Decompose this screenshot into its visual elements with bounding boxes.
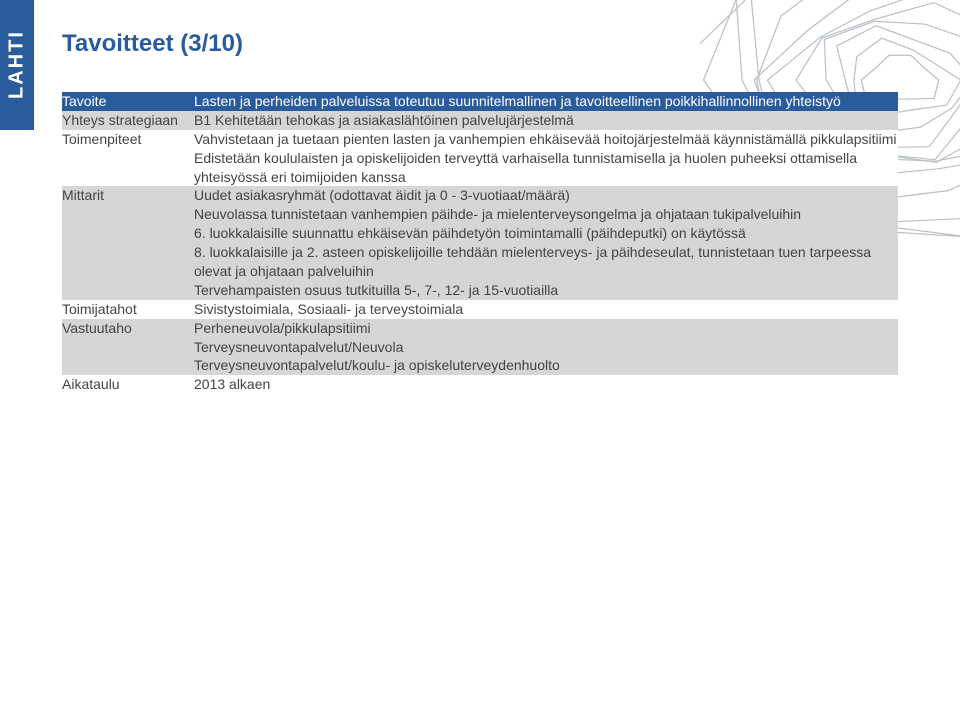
row-label: Tavoite: [62, 92, 194, 111]
row-body: Vahvistetaan ja tuetaan pienten lasten j…: [194, 130, 898, 187]
table-row: TavoiteLasten ja perheiden palveluissa t…: [62, 92, 898, 111]
row-body: Lasten ja perheiden palveluissa toteutuu…: [194, 92, 898, 111]
row-label: Aikataulu: [62, 375, 194, 394]
table-row: ToimijatahotSivistystoimiala, Sosiaali- …: [62, 300, 898, 319]
table-row: Yhteys strategiaanB1 Kehitetään tehokas …: [62, 111, 898, 130]
row-label: Toimijatahot: [62, 300, 194, 319]
row-body: 2013 alkaen: [194, 375, 898, 394]
brand-logo: LAHTI: [0, 0, 34, 130]
table-row: MittaritUudet asiakasryhmät (odottavat ä…: [62, 186, 898, 299]
table-row: Aikataulu2013 alkaen: [62, 375, 898, 394]
row-body: B1 Kehitetään tehokas ja asiakaslähtöine…: [194, 111, 898, 130]
goals-table: TavoiteLasten ja perheiden palveluissa t…: [62, 92, 898, 394]
page-title: Tavoitteet (3/10): [62, 30, 243, 58]
row-body: Uudet asiakasryhmät (odottavat äidit ja …: [194, 186, 898, 299]
table-row: VastuutahoPerheneuvola/pikkulapsitiimiTe…: [62, 319, 898, 376]
row-label: Vastuutaho: [62, 319, 194, 376]
row-body: Sivistystoimiala, Sosiaali- ja terveysto…: [194, 300, 898, 319]
table-row: ToimenpiteetVahvistetaan ja tuetaan pien…: [62, 130, 898, 187]
row-label: Toimenpiteet: [62, 130, 194, 187]
row-label: Mittarit: [62, 186, 194, 299]
row-label: Yhteys strategiaan: [62, 111, 194, 130]
row-body: Perheneuvola/pikkulapsitiimiTerveysneuvo…: [194, 319, 898, 376]
